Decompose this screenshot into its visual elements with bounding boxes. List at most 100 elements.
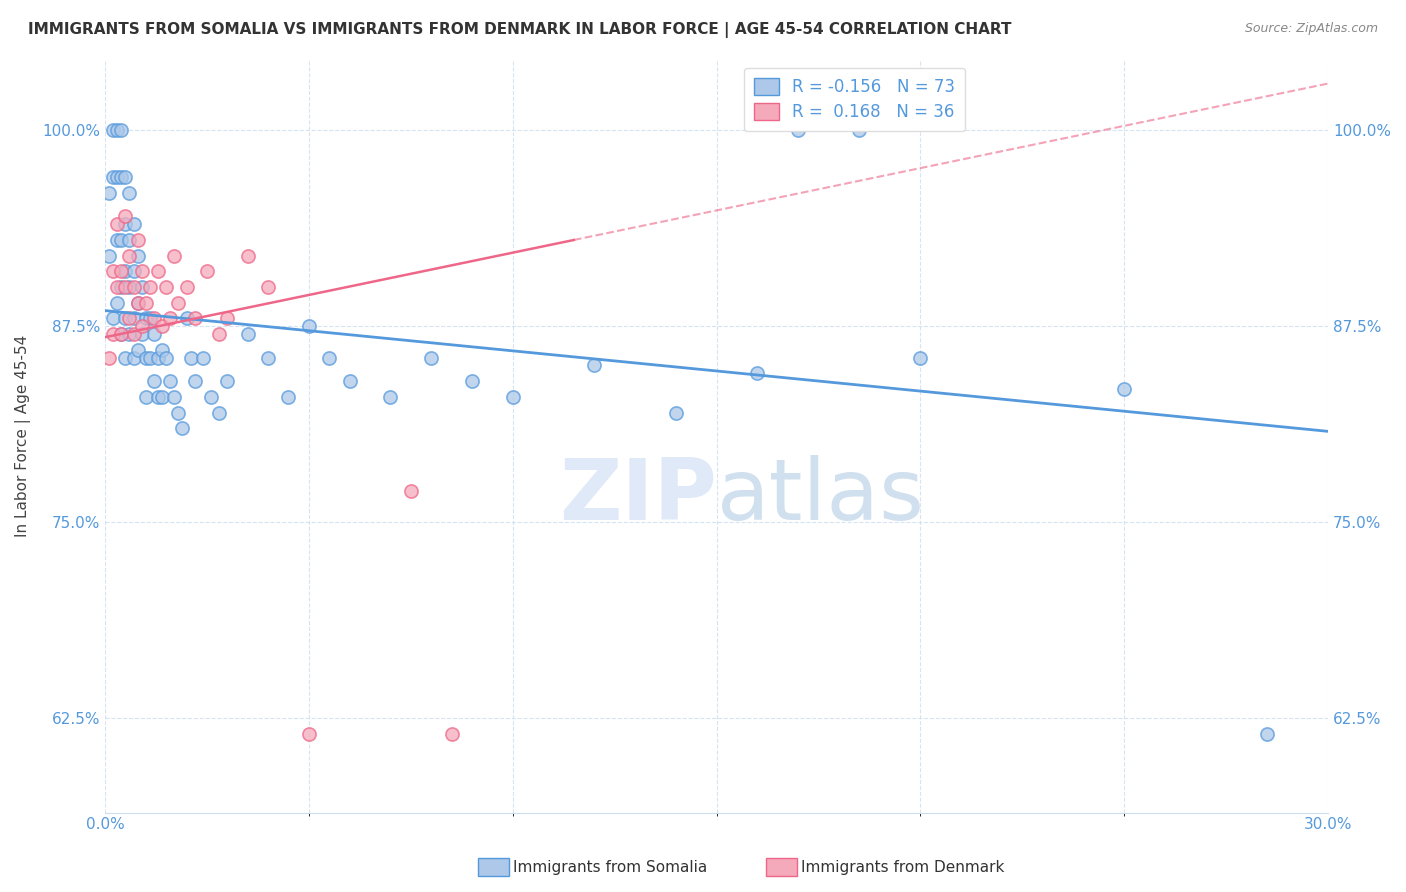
Point: [114, 311, 136, 326]
Point: [191, 351, 214, 365]
Point: [910, 351, 932, 365]
Point: [122, 264, 145, 278]
Point: [848, 123, 870, 137]
Point: [208, 405, 231, 419]
Point: [257, 351, 280, 365]
Point: [298, 319, 321, 334]
Point: [98, 249, 121, 263]
Point: [665, 405, 688, 419]
Point: [195, 264, 218, 278]
Text: Immigrants from Denmark: Immigrants from Denmark: [801, 861, 1005, 875]
Point: [105, 233, 128, 247]
Point: [150, 343, 173, 357]
Text: IMMIGRANTS FROM SOMALIA VS IMMIGRANTS FROM DENMARK IN LABOR FORCE | AGE 45-54 CO: IMMIGRANTS FROM SOMALIA VS IMMIGRANTS FR…: [28, 22, 1012, 38]
Text: ZIP: ZIP: [558, 455, 717, 538]
Point: [146, 264, 169, 278]
Point: [167, 295, 190, 310]
Point: [1114, 382, 1136, 396]
Point: [172, 421, 194, 435]
Point: [98, 351, 121, 365]
Point: [146, 390, 169, 404]
Point: [502, 390, 524, 404]
Point: [155, 280, 177, 294]
Point: [114, 351, 136, 365]
Point: [118, 186, 141, 200]
Point: [155, 351, 177, 365]
Point: [135, 351, 157, 365]
Text: Source: ZipAtlas.com: Source: ZipAtlas.com: [1244, 22, 1378, 36]
Text: atlas: atlas: [717, 455, 925, 538]
Point: [110, 280, 132, 294]
Point: [118, 249, 141, 263]
Point: [114, 210, 136, 224]
Point: [127, 295, 149, 310]
Point: [339, 374, 361, 388]
Point: [122, 327, 145, 342]
Point: [114, 217, 136, 231]
Point: [399, 483, 422, 498]
Text: Immigrants from Somalia: Immigrants from Somalia: [513, 861, 707, 875]
Point: [163, 390, 186, 404]
Point: [236, 327, 259, 342]
Point: [1256, 727, 1278, 741]
Point: [110, 170, 132, 185]
Point: [200, 390, 222, 404]
Point: [217, 374, 239, 388]
Legend: R = -0.156   N = 73, R =  0.168   N = 36: R = -0.156 N = 73, R = 0.168 N = 36: [744, 68, 965, 131]
Point: [236, 249, 259, 263]
Point: [127, 343, 149, 357]
Point: [142, 374, 165, 388]
Point: [150, 390, 173, 404]
Point: [122, 217, 145, 231]
Point: [114, 264, 136, 278]
Point: [318, 351, 340, 365]
Point: [787, 123, 810, 137]
Point: [139, 280, 162, 294]
Point: [118, 280, 141, 294]
Point: [101, 311, 124, 326]
Point: [101, 123, 124, 137]
Point: [159, 311, 181, 326]
Point: [135, 295, 157, 310]
Point: [131, 264, 153, 278]
Point: [135, 311, 157, 326]
Point: [110, 123, 132, 137]
Point: [217, 311, 239, 326]
Point: [105, 123, 128, 137]
Point: [208, 327, 231, 342]
Point: [110, 327, 132, 342]
Point: [183, 311, 205, 326]
Point: [277, 390, 299, 404]
Point: [135, 390, 157, 404]
Point: [114, 280, 136, 294]
Point: [257, 280, 280, 294]
Point: [101, 264, 124, 278]
Point: [127, 249, 149, 263]
Point: [146, 351, 169, 365]
Point: [142, 327, 165, 342]
Point: [101, 327, 124, 342]
Point: [180, 351, 202, 365]
Point: [101, 170, 124, 185]
Point: [747, 367, 769, 381]
Point: [105, 280, 128, 294]
Point: [440, 727, 463, 741]
Point: [380, 390, 402, 404]
Point: [142, 311, 165, 326]
Point: [105, 170, 128, 185]
Point: [105, 295, 128, 310]
Point: [139, 351, 162, 365]
Point: [110, 264, 132, 278]
Point: [127, 233, 149, 247]
Point: [114, 170, 136, 185]
Point: [131, 280, 153, 294]
Point: [110, 327, 132, 342]
Point: [105, 217, 128, 231]
Point: [131, 327, 153, 342]
Point: [420, 351, 443, 365]
Y-axis label: In Labor Force | Age 45-54: In Labor Force | Age 45-54: [15, 334, 31, 537]
Point: [176, 311, 198, 326]
Point: [176, 280, 198, 294]
Point: [159, 374, 181, 388]
Point: [127, 295, 149, 310]
